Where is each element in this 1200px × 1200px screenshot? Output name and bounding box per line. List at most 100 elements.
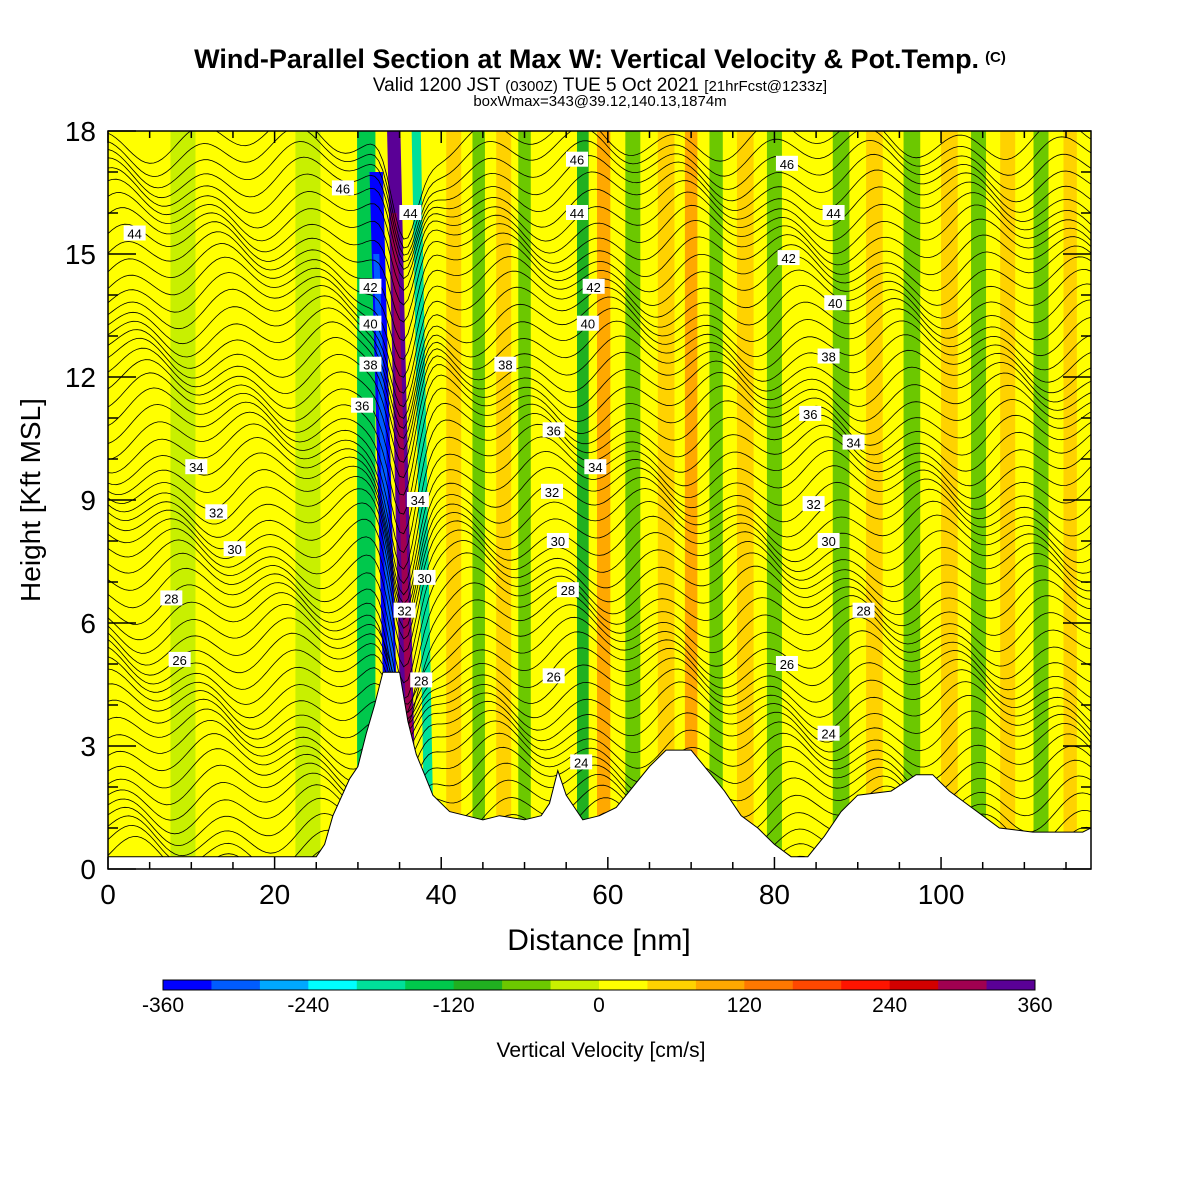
contour-label-text: 28 [561,583,575,598]
velocity-band [577,131,589,869]
colorbar-swatch [889,980,939,990]
colorbar-swatch [259,980,309,990]
contour-label: 38 [817,348,840,365]
velocity-band-core [414,213,432,767]
theta-contour [108,307,1091,429]
contour-label-text: 26 [546,669,560,684]
colorbar-swatch [792,980,842,990]
theta-contour [108,218,1091,323]
theta-contour [108,630,1091,720]
x-axis-label: Distance [nm] [507,924,690,957]
contour-label: 42 [777,250,800,266]
colorbar-tick-label: 0 [593,994,605,1017]
contour-label: 32 [393,602,416,619]
velocity-band [597,131,611,869]
contour-label-text: 30 [821,534,835,549]
contour-label-text: 38 [821,350,835,365]
contour-label-text: 34 [411,493,425,508]
colorbar-tick-label: 240 [872,994,907,1017]
velocity-band [295,131,321,869]
theta-contour [108,528,1091,653]
theta-contour [108,450,1091,596]
contour-label: 42 [582,278,605,295]
contour-labels: 44 46 42 40 38 36 34 32 30 28 26 44 34 30 32 28 38 36 34 32… [123,151,875,770]
contour-label: 26 [168,651,191,668]
theta-contour [108,191,1091,291]
contour-label-text: 42 [586,280,600,295]
theta-contour [108,616,1091,713]
theta-contour [108,681,1091,751]
theta-contour [108,539,1091,668]
contour-label: 38 [359,356,382,373]
contour-label: 32 [802,496,825,512]
contour-label-text: 44 [826,206,840,221]
y-axis-label: Height [Kft MSL] [15,398,46,602]
contour-label-text: 34 [846,436,860,451]
contour-label: 36 [542,422,565,438]
contour-label: 36 [351,397,374,414]
contour-label: 28 [556,582,579,598]
contour-label-text: 46 [570,153,584,168]
chart-title: Wind-Parallel Section at Max W: Vertical… [0,44,1200,75]
contour-label: 40 [576,315,599,332]
y-tick-label: 9 [80,485,96,516]
contour-label-text: 46 [336,181,350,196]
contour-label: 32 [541,483,564,500]
contour-label: 46 [566,151,589,168]
colorbar-swatch [599,980,648,990]
contour-label: 38 [494,356,517,373]
velocity-band [903,131,921,869]
colorbar-swatch [163,980,212,990]
contour-label: 28 [410,672,433,688]
contour-label: 30 [223,541,246,557]
terrain [108,671,1091,869]
theta-contour [108,423,1091,570]
contour-label: 28 [160,590,183,606]
theta-contour [108,411,1091,554]
velocity-band [446,131,462,869]
theta-contour [108,476,1091,613]
contour-label: 30 [817,533,840,549]
valid-zulu: (0300Z) [505,78,558,95]
contour-label: 44 [399,205,422,221]
contour-label-text: 42 [363,280,377,295]
contour-label-text: 44 [570,206,584,221]
contour-label-text: 34 [189,460,203,475]
contour-label: 34 [584,459,607,475]
velocity-band [518,131,531,869]
theta-contour [108,488,1091,621]
x-tick-label: 60 [592,879,623,910]
contour-label: 26 [542,668,565,684]
colorbar-swatch [453,980,503,990]
colorbar-swatch [647,980,697,990]
velocity-band [1000,131,1016,869]
theta-contour [108,204,1091,306]
contour-label-text: 38 [498,358,512,373]
velocity-band [736,131,754,869]
contour-label-text: 30 [551,534,565,549]
theta-contour [108,592,1091,727]
theta-contour [108,500,1091,629]
theta-contour [108,131,1091,249]
contour-label: 40 [359,315,382,332]
valid-forecast: [21hrFcst@1233z] [704,78,828,95]
contour-label-text: 46 [780,157,794,172]
contour-label-text: 36 [546,423,560,438]
theta-contour [108,668,1091,740]
velocity-band [496,131,512,869]
contour-label-text: 42 [781,251,795,266]
theta-contour [108,153,1091,263]
contour-label-text: 32 [397,604,411,619]
contour-label: 26 [775,656,798,672]
x-tick-label: 80 [759,879,790,910]
theta-contour [108,347,1091,463]
x-tick-label: 40 [426,879,457,910]
valid-prefix: Valid 1200 JST [372,75,501,96]
theta-contour [108,231,1091,342]
theta-contour [108,465,1091,605]
theta-contour [108,359,1091,478]
contour-label-text: 28 [856,604,870,619]
theta-contour [108,139,1091,256]
contour-label: 42 [359,278,382,295]
